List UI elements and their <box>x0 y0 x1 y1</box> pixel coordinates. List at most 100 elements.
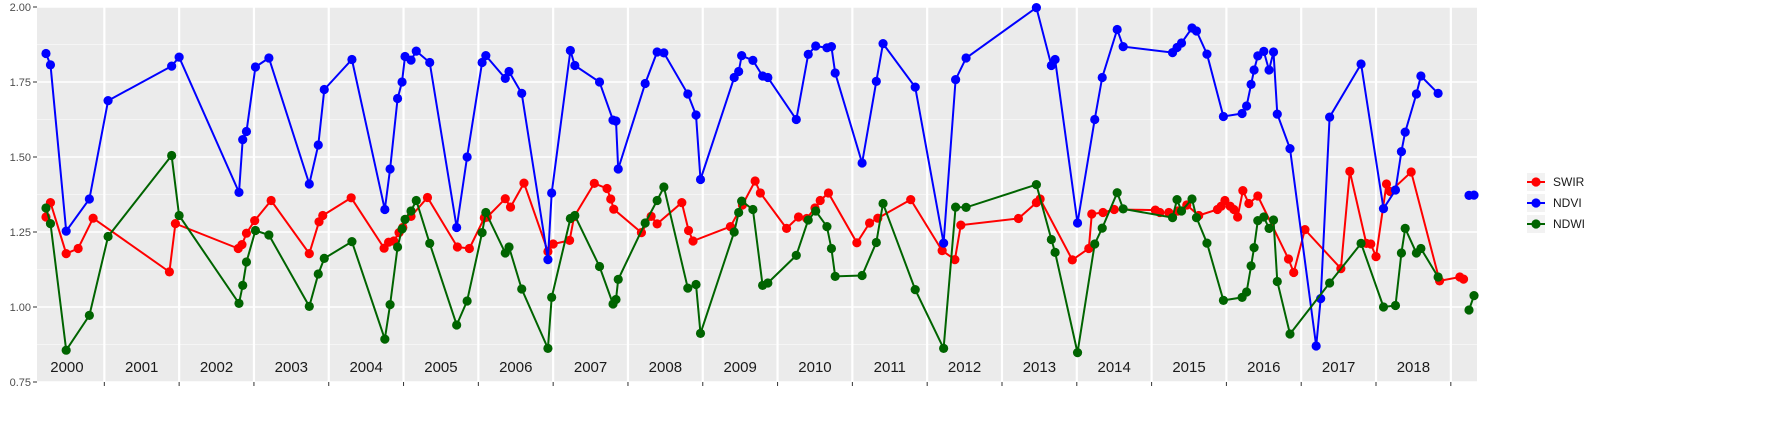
data-point-ndwi <box>1090 239 1100 249</box>
data-point-ndwi <box>1268 215 1279 225</box>
data-point-swir <box>793 212 804 222</box>
data-point-ndwi <box>380 334 390 344</box>
data-point-swir <box>346 193 356 203</box>
data-point-ndvi <box>910 82 920 92</box>
data-point-ndwi <box>1378 302 1389 312</box>
year-label: 2013 <box>1023 359 1056 376</box>
data-point-ndwi <box>347 237 357 247</box>
data-point-ndvi <box>103 96 113 106</box>
data-point-ndwi <box>400 214 410 224</box>
data-point-swir <box>1381 179 1392 189</box>
data-point-swir <box>937 246 947 256</box>
data-point-ndvi <box>347 54 357 65</box>
data-point-ndwi <box>1433 272 1443 282</box>
data-point-ndwi <box>734 207 744 218</box>
data-point-ndvi <box>1264 65 1274 75</box>
data-point-ndwi <box>1072 348 1083 358</box>
y-axis: 0.75 1.00 1.25 1.50 1.75 2.00 <box>10 2 37 389</box>
year-label: 2004 <box>349 359 382 376</box>
data-point-ndwi <box>481 207 491 218</box>
data-point-swir <box>237 240 247 250</box>
data-point-swir <box>73 243 83 254</box>
data-point-ndwi <box>1218 295 1229 305</box>
data-point-ndwi <box>683 283 693 293</box>
data-point-swir <box>852 238 862 248</box>
data-point-ndvi <box>857 158 867 168</box>
data-point-ndvi <box>811 41 821 51</box>
data-point-ndwi <box>392 242 403 252</box>
data-point-ndwi <box>250 225 261 236</box>
data-point-ndvi <box>737 51 747 61</box>
edge-markers-ndvi <box>1464 190 1479 200</box>
legend-key-point <box>1531 219 1541 229</box>
data-point-ndvi <box>1218 111 1229 122</box>
data-point-ndvi <box>1416 71 1426 81</box>
data-point-ndvi <box>452 222 462 233</box>
data-point-ndwi <box>1112 188 1122 198</box>
data-point-swir <box>956 220 966 230</box>
data-point-ndwi <box>1272 276 1282 287</box>
data-point-ndwi <box>611 294 621 305</box>
data-point-swir <box>1283 254 1294 264</box>
data-point-ndwi <box>452 320 462 330</box>
data-point-swir <box>1087 209 1097 219</box>
data-point-ndwi <box>826 243 837 254</box>
data-point-ndwi <box>1176 206 1187 216</box>
data-point-ndvi <box>264 53 274 63</box>
data-point-ndvi <box>1191 26 1202 36</box>
data-point-ndvi <box>45 60 56 70</box>
data-point-ndvi <box>1090 114 1100 125</box>
data-point-swir <box>170 219 180 229</box>
data-point-swir <box>950 255 960 265</box>
data-point-ndvi <box>1268 47 1279 57</box>
data-point-ndwi <box>304 301 314 311</box>
data-point-ndvi <box>406 55 416 65</box>
data-point-ndwi <box>1246 261 1256 271</box>
year-label: 2006 <box>499 359 532 376</box>
data-point-ndwi <box>234 298 244 308</box>
data-point-ndvi <box>543 255 553 265</box>
data-point-swir <box>602 183 612 194</box>
data-point-ndwi <box>1167 213 1178 223</box>
data-point-ndvi <box>41 48 51 59</box>
data-point-ndwi <box>1046 234 1056 245</box>
data-point-swir <box>505 202 516 212</box>
year-label: 2015 <box>1172 359 1205 376</box>
data-point-ndwi <box>1285 329 1295 339</box>
data-point-swir <box>61 249 71 259</box>
data-point-ndvi <box>803 49 813 60</box>
data-point-ndvi <box>1242 101 1252 111</box>
edge-point-ndwi <box>1464 305 1474 315</box>
data-point-ndwi <box>397 224 407 234</box>
data-point-swir <box>241 228 252 238</box>
data-point-ndwi <box>174 210 184 221</box>
data-point-swir <box>815 195 825 206</box>
data-point-ndvi <box>425 57 435 68</box>
data-point-ndwi <box>910 285 920 295</box>
data-point-ndvi <box>594 77 605 87</box>
data-point-swir <box>755 188 765 198</box>
edge-markers-ndwi <box>1464 291 1479 315</box>
data-point-swir <box>304 249 314 259</box>
data-point-ndwi <box>951 202 961 212</box>
data-point-ndwi <box>41 203 51 213</box>
data-point-ndvi <box>734 66 744 77</box>
data-point-ndvi <box>1202 49 1212 59</box>
year-label: 2018 <box>1397 359 1430 376</box>
data-point-ndvi <box>1072 218 1083 228</box>
data-point-ndwi <box>748 204 758 215</box>
data-point-ndwi <box>238 280 248 290</box>
data-point-ndvi <box>1249 65 1259 75</box>
data-point-swir <box>652 219 662 229</box>
y-tick-label: 1.25 <box>10 227 31 239</box>
edge-point-ndvi <box>1469 190 1479 200</box>
year-label: 2000 <box>50 359 83 376</box>
data-point-ndwi <box>1031 180 1041 190</box>
data-point-ndwi <box>594 261 605 272</box>
data-point-ndwi <box>61 345 71 355</box>
data-point-swir <box>606 194 616 204</box>
data-point-ndwi <box>385 300 395 310</box>
data-point-swir <box>589 178 599 188</box>
series-layer <box>41 3 1479 358</box>
data-point-ndwi <box>547 292 557 302</box>
